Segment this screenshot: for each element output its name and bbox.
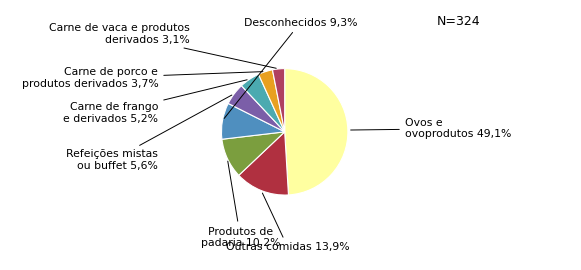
Text: Carne de frango
e derivados 5,2%: Carne de frango e derivados 5,2% <box>63 80 247 124</box>
Wedge shape <box>239 132 288 195</box>
Text: Produtos de
padaria 10,2%: Produtos de padaria 10,2% <box>200 161 280 248</box>
Wedge shape <box>242 74 285 132</box>
Wedge shape <box>272 69 285 132</box>
Text: Ovos e
ovoprodutos 49,1%: Ovos e ovoprodutos 49,1% <box>351 118 511 140</box>
Text: Outras comidas 13,9%: Outras comidas 13,9% <box>226 193 350 252</box>
Wedge shape <box>285 69 348 195</box>
Text: N=324: N=324 <box>436 15 480 28</box>
Text: Desconhecidos 9,3%: Desconhecidos 9,3% <box>224 18 357 119</box>
Text: Carne de vaca e produtos
derivados 3,1%: Carne de vaca e produtos derivados 3,1% <box>49 23 276 68</box>
Wedge shape <box>221 103 285 139</box>
Wedge shape <box>228 86 285 132</box>
Wedge shape <box>222 132 285 175</box>
Text: Carne de porco e
produtos derivados 3,7%: Carne de porco e produtos derivados 3,7% <box>21 67 263 89</box>
Text: Refeições mistas
ou buffet 5,6%: Refeições mistas ou buffet 5,6% <box>66 95 232 171</box>
Wedge shape <box>259 70 285 132</box>
